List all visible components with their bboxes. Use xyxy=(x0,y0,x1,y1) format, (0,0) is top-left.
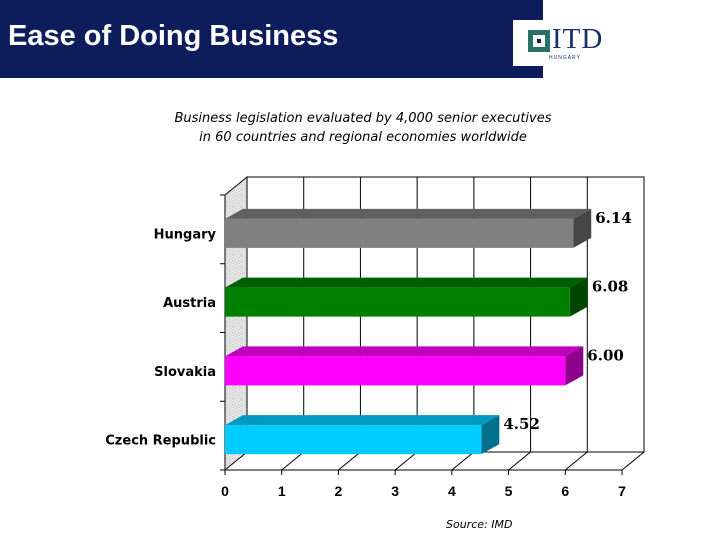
bar xyxy=(225,356,566,386)
category-label: Austria xyxy=(163,296,216,311)
itd-logo: ITD HUNGARY xyxy=(513,20,619,66)
bar-side-face xyxy=(573,208,592,248)
category-label: Slovakia xyxy=(154,365,216,380)
x-tick-label: 0 xyxy=(221,483,229,499)
bar xyxy=(225,218,574,248)
floor-gridline xyxy=(564,451,588,471)
logo-text: ITD xyxy=(552,23,604,55)
floor-gridline xyxy=(621,451,645,471)
floor-gridline xyxy=(508,451,531,471)
floor-gridline xyxy=(394,451,418,471)
page-title: Ease of Doing Business xyxy=(8,20,339,52)
bar xyxy=(225,425,482,455)
logo-mark-icon xyxy=(528,30,550,52)
category-label: Czech Republic xyxy=(105,434,216,449)
bar-side-face xyxy=(565,346,584,386)
value-label: 6.14 xyxy=(595,209,632,227)
value-label: 6.00 xyxy=(587,346,624,364)
source-note: Source: IMD xyxy=(446,518,513,531)
bar xyxy=(225,287,570,317)
x-tick-label: 3 xyxy=(391,483,399,499)
floor-gridline xyxy=(338,451,361,471)
bar-top-face xyxy=(225,208,592,219)
chart-subtitle: Business legislation evaluated by 4,000 … xyxy=(120,109,606,147)
value-label: 6.08 xyxy=(592,278,629,296)
bar-side-face xyxy=(569,277,588,317)
category-label: Hungary xyxy=(154,227,217,242)
x-tick-label: 7 xyxy=(618,483,626,499)
logo-subtext: HUNGARY xyxy=(549,55,581,61)
bar-top-face xyxy=(225,415,500,426)
subtitle-line-2: in 60 countries and regional economies w… xyxy=(199,130,527,145)
floor-gridline xyxy=(451,451,475,471)
x-tick-label: 4 xyxy=(448,483,456,499)
x-tick-label: 6 xyxy=(561,483,569,499)
value-label: 4.52 xyxy=(503,415,540,433)
x-tick-label: 5 xyxy=(505,483,513,499)
floor-gridline xyxy=(281,451,305,471)
x-tick-label: 2 xyxy=(335,483,343,499)
bar-top-face xyxy=(225,277,588,288)
bar-top-face xyxy=(225,346,584,357)
header-bar: Ease of Doing Business xyxy=(0,0,543,78)
bar-side-face xyxy=(481,415,500,455)
subtitle-line-1: Business legislation evaluated by 4,000 … xyxy=(174,111,552,126)
x-tick-label: 1 xyxy=(278,483,286,499)
